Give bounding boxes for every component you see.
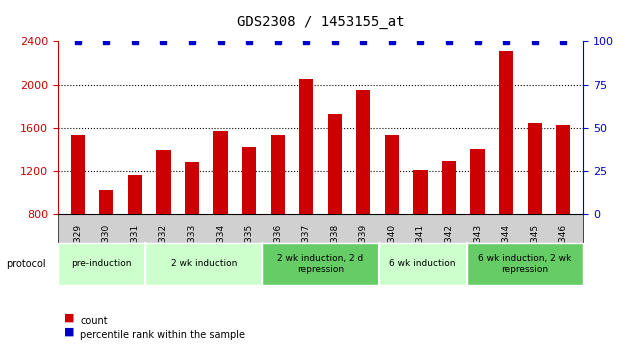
Text: count: count — [80, 316, 108, 326]
Text: pre-induction: pre-induction — [71, 259, 132, 268]
Text: percentile rank within the sample: percentile rank within the sample — [80, 330, 245, 339]
Bar — [385, 135, 399, 214]
Text: 6 wk induction: 6 wk induction — [390, 259, 456, 268]
Bar — [299, 79, 313, 214]
Bar — [71, 135, 85, 214]
Bar — [156, 150, 171, 214]
Bar — [499, 51, 513, 214]
Bar — [470, 149, 485, 214]
Text: ■: ■ — [64, 327, 74, 337]
Bar — [328, 114, 342, 214]
Bar — [528, 123, 542, 214]
Text: 2 wk induction: 2 wk induction — [171, 259, 237, 268]
Bar — [556, 126, 570, 214]
Bar — [356, 90, 370, 214]
Text: 2 wk induction, 2 d
repression: 2 wk induction, 2 d repression — [278, 254, 363, 274]
Bar — [99, 190, 113, 214]
Text: ■: ■ — [64, 313, 74, 323]
Text: protocol: protocol — [6, 259, 46, 269]
Bar — [185, 162, 199, 214]
Bar — [271, 135, 285, 214]
Text: GDS2308 / 1453155_at: GDS2308 / 1453155_at — [237, 16, 404, 29]
Bar — [242, 147, 256, 214]
Bar — [413, 170, 428, 214]
Bar — [442, 161, 456, 214]
Text: 6 wk induction, 2 wk
repression: 6 wk induction, 2 wk repression — [478, 254, 572, 274]
Bar — [213, 131, 228, 214]
Bar — [128, 175, 142, 214]
